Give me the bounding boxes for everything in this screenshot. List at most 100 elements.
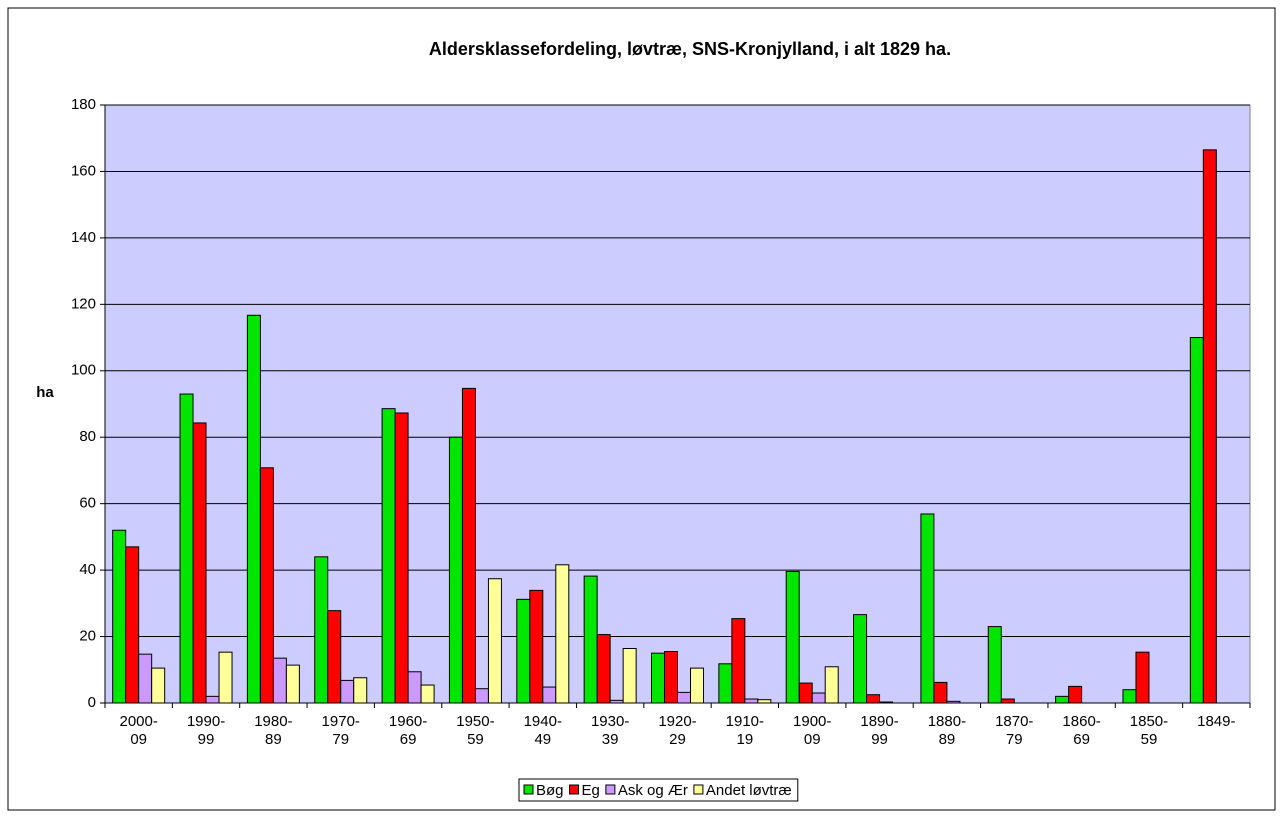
bar (192, 422, 207, 704)
bar (824, 666, 839, 704)
legend-swatch (523, 784, 534, 795)
bar (381, 408, 396, 704)
plot-area (104, 104, 1251, 704)
x-tick-label: 1960- 69 (388, 713, 428, 748)
x-tick-label: 1880- 89 (927, 713, 967, 748)
bar (622, 648, 637, 704)
y-tick-label: 0 (88, 694, 96, 711)
x-tick-label: 1850- 59 (1129, 713, 1169, 748)
bar (757, 699, 772, 704)
legend-label: Andet løvtræ (706, 782, 792, 799)
x-tick-label: 1950- 59 (456, 713, 495, 748)
bar (327, 610, 342, 704)
bar (583, 575, 598, 704)
bar (798, 682, 813, 704)
y-tick-label: 40 (79, 561, 96, 578)
bar (285, 664, 300, 704)
legend-label: Eg (582, 782, 600, 799)
x-tick-label: 1920- 29 (658, 713, 697, 748)
y-tick-label: 20 (79, 628, 96, 645)
bar (731, 618, 746, 704)
y-tick-label: 100 (71, 362, 96, 379)
x-tick-label: 1980- 89 (254, 713, 293, 748)
y-tick-label: 180 (71, 96, 96, 113)
legend-label: Ask og Ær (618, 782, 688, 799)
chart-title: Aldersklassefordeling, løvtræ, SNS-Kronj… (429, 39, 951, 59)
bar (866, 694, 881, 704)
bar (1122, 689, 1137, 704)
x-tick-label: 1860- 69 (1062, 713, 1101, 748)
bar (651, 652, 665, 704)
bar (394, 412, 409, 704)
bar (879, 701, 894, 704)
bar (138, 653, 153, 704)
bar (1055, 695, 1070, 704)
y-axis-label: ha (36, 384, 54, 401)
bar (259, 467, 274, 704)
bar (272, 657, 287, 704)
y-tick-label: 120 (71, 295, 96, 312)
bar (474, 688, 489, 704)
bar (853, 614, 868, 704)
x-tick-label: 1900- 09 (793, 713, 832, 748)
x-tick-label: 1970- 79 (321, 713, 360, 748)
bar (529, 589, 544, 704)
legend-swatch (569, 784, 580, 795)
bar (487, 578, 502, 704)
bar (987, 626, 1002, 704)
bar (353, 677, 368, 704)
bar (946, 700, 961, 704)
bar (125, 546, 140, 704)
bar (542, 686, 557, 704)
bar (1189, 337, 1204, 704)
x-tick-label: 2000- 09 (119, 713, 158, 748)
bar (516, 598, 531, 704)
y-tick-label: 140 (71, 229, 96, 246)
bar (555, 564, 570, 704)
bar (664, 651, 678, 704)
bar (461, 387, 476, 704)
bar (677, 691, 691, 704)
bar (1068, 685, 1083, 704)
bar (718, 663, 733, 704)
bar (407, 671, 422, 704)
bar (179, 393, 194, 704)
y-tick-label: 60 (79, 495, 96, 512)
bar (448, 436, 463, 704)
bar (690, 667, 704, 704)
x-tick-label: 1890- 99 (860, 713, 899, 748)
legend: Bøg Eg Ask og Ær Andet løvtræ (518, 778, 799, 802)
bar (112, 529, 127, 704)
bar (596, 634, 611, 704)
bar (314, 556, 329, 704)
bar (218, 651, 233, 704)
bar (246, 314, 261, 704)
x-tick-label: 1870- 79 (995, 713, 1034, 748)
y-tick-label: 80 (79, 428, 96, 445)
bar (1135, 651, 1150, 704)
x-tick-label: 1990- 99 (186, 713, 226, 748)
bar (920, 513, 935, 704)
bar (811, 692, 826, 704)
bar (205, 695, 220, 704)
legend-label: Bøg (536, 782, 564, 799)
bar (744, 698, 759, 704)
bar (609, 699, 624, 704)
x-tick-label: 1930- 39 (590, 713, 630, 748)
bar (1000, 698, 1015, 704)
bar (1202, 149, 1217, 704)
bar (785, 570, 800, 704)
legend-swatch (605, 784, 616, 795)
x-tick-label: 1940- 49 (523, 713, 562, 748)
bar (420, 684, 435, 704)
bar (340, 679, 355, 704)
bar (151, 667, 166, 704)
y-tick-label: 160 (71, 162, 96, 179)
legend-box (518, 778, 799, 802)
bar (933, 681, 948, 704)
x-tick-label: 1910- 19 (725, 713, 765, 748)
x-tick-label: 1849- (1197, 713, 1236, 730)
legend-swatch (693, 784, 704, 795)
